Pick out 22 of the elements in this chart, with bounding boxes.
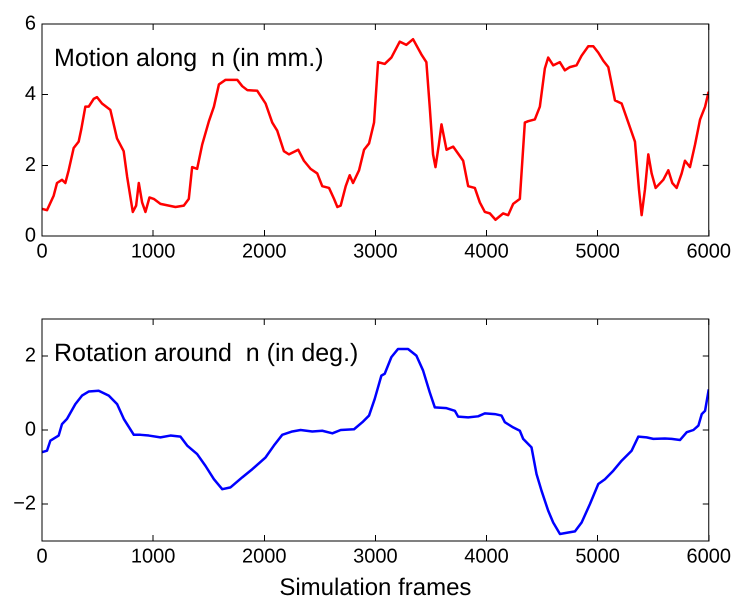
x-axis-title: Simulation frames <box>279 574 472 602</box>
y-tick-label: 0 <box>24 418 36 441</box>
y-tick-label: −2 <box>13 492 36 515</box>
text: Motion along n (in mm.) <box>54 44 324 72</box>
y-tick-label: 0 <box>24 224 36 247</box>
x-tick-label: 1000 <box>130 240 176 263</box>
x-tick-label: 3000 <box>353 546 398 568</box>
x-tick-label: 4000 <box>464 546 509 568</box>
y-tick-label: 6 <box>24 12 36 35</box>
y-tick-label: 4 <box>24 83 36 106</box>
x-tick-label: 2000 <box>242 240 286 263</box>
y-tick-label: 2 <box>24 344 36 367</box>
x-tick-label: 3000 <box>353 240 398 263</box>
x-tick-label: 1000 <box>130 546 176 568</box>
x-tick-label: 6000 <box>686 240 732 263</box>
x-tick-label: 5000 <box>575 546 620 568</box>
x-tick-label: 4000 <box>464 240 509 263</box>
x-tick-label: 5000 <box>575 240 620 263</box>
x-tick-label: 6000 <box>686 546 732 568</box>
y-tick-label: 2 <box>24 154 36 176</box>
x-tick-label: 2000 <box>242 546 286 568</box>
text: Rotation around n (in deg.) <box>54 339 358 367</box>
